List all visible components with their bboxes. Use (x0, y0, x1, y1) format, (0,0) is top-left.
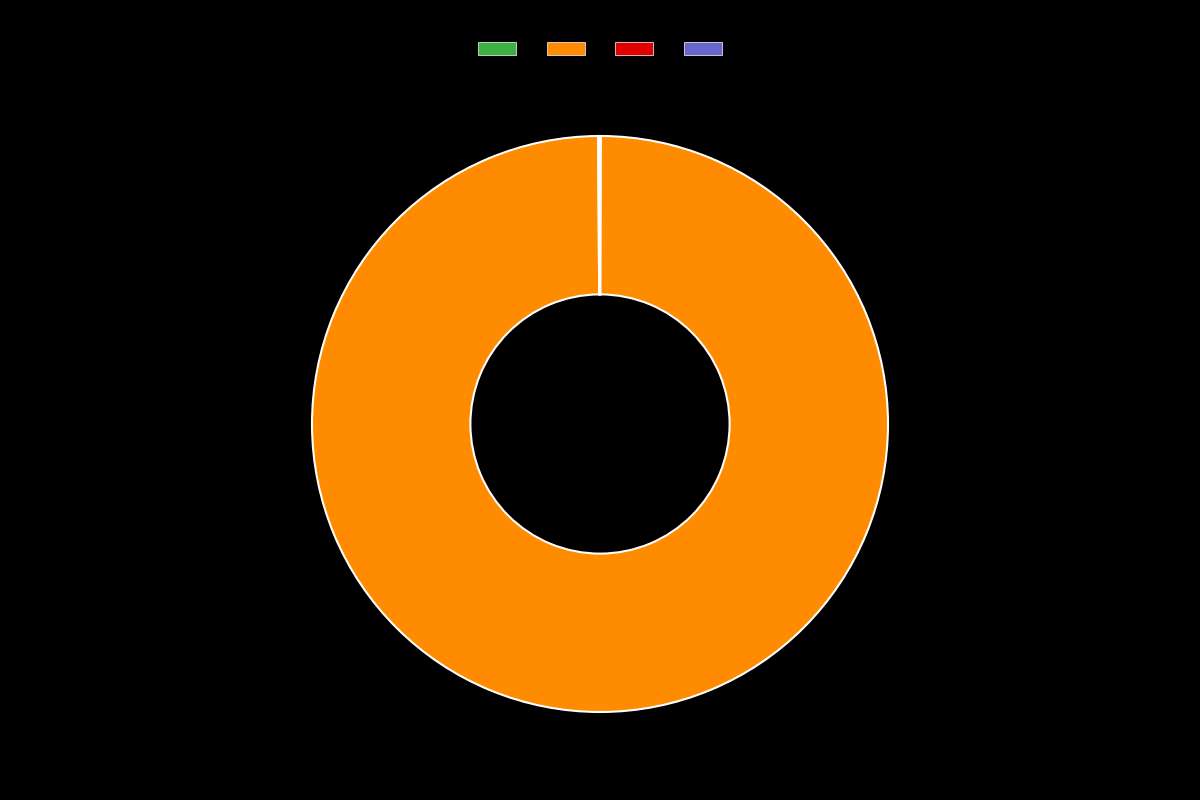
Legend: , , , : , , , (472, 36, 728, 63)
Wedge shape (312, 136, 888, 712)
Wedge shape (598, 136, 600, 294)
